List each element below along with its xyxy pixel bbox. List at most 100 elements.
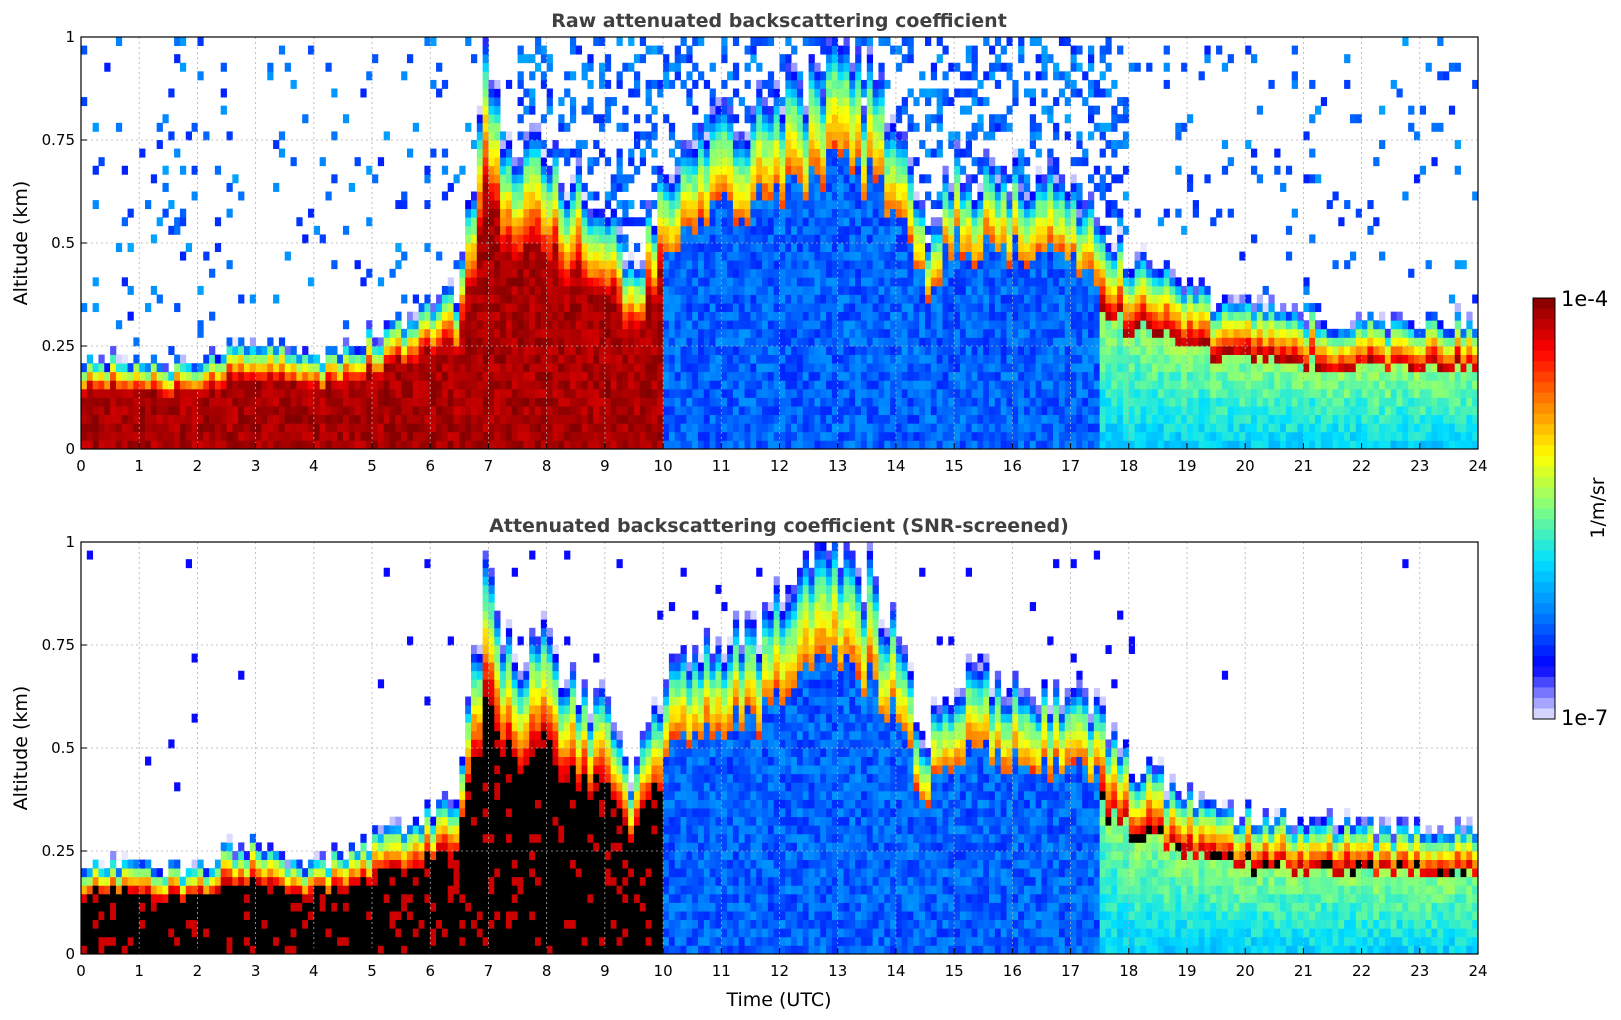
heatmap-cell (907, 431, 914, 441)
heatmap-cell (878, 71, 885, 81)
heatmap-cell (826, 268, 833, 278)
heatmap-cell (826, 260, 833, 270)
heatmap-cell (732, 303, 740, 313)
heatmap-cell (913, 191, 920, 201)
heatmap-cell (843, 397, 850, 407)
heatmap-cell (977, 268, 984, 278)
heatmap-cell (721, 277, 728, 287)
heatmap-cell (628, 268, 635, 278)
heatmap-cell (767, 414, 775, 424)
heatmap-cell (860, 88, 868, 98)
heatmap-cell (604, 371, 612, 381)
heatmap-cell (767, 208, 775, 218)
heatmap-cell (616, 122, 623, 132)
heatmap-cell (278, 406, 286, 416)
heatmap-cell (686, 208, 693, 218)
heatmap-cell (127, 423, 134, 433)
heatmap-cell (500, 303, 507, 313)
heatmap-cell (762, 165, 769, 175)
heatmap-cell (447, 277, 454, 287)
heatmap-cell (802, 200, 809, 210)
heatmap-cell (948, 234, 955, 244)
heatmap-cell (674, 388, 681, 398)
heatmap-cell (430, 37, 437, 46)
heatmap-cell (837, 148, 844, 158)
heatmap-cell (453, 354, 460, 364)
heatmap-cell (604, 251, 612, 261)
heatmap-cell (535, 174, 542, 184)
heatmap-cell (674, 337, 681, 347)
heatmap-cell (174, 303, 181, 313)
heatmap-cell (686, 320, 693, 330)
heatmap-cell (476, 225, 484, 235)
heatmap-cell (826, 406, 833, 416)
heatmap-cell (890, 346, 897, 355)
heatmap-cell (779, 131, 786, 141)
heatmap-cell (826, 225, 833, 235)
heatmap-cell (977, 311, 984, 321)
heatmap-cell (610, 182, 617, 192)
heatmap-cell (372, 423, 379, 433)
heatmap-cell (884, 260, 891, 270)
heatmap-cell (703, 268, 711, 278)
heatmap-cell (302, 346, 309, 355)
heatmap-cell (308, 277, 315, 287)
heatmap-cell (709, 88, 716, 98)
heatmap-cell (872, 174, 879, 184)
heatmap-cell (756, 440, 763, 449)
heatmap-cell (983, 217, 990, 227)
heatmap-cell (732, 225, 740, 235)
heatmap-cell (505, 208, 513, 218)
heatmap-cell (913, 277, 920, 287)
heatmap-cell (756, 363, 763, 373)
heatmap-cell (599, 217, 606, 227)
heatmap-cell (872, 225, 879, 235)
heatmap-cell (907, 217, 914, 227)
heatmap-cell (767, 320, 775, 330)
heatmap-cell (901, 406, 908, 416)
heatmap-cell (1018, 54, 1025, 64)
heatmap-cell (610, 251, 617, 261)
heatmap-cell (785, 71, 792, 81)
heatmap-cell (983, 320, 990, 330)
heatmap-cell (331, 354, 338, 364)
heatmap-cell (610, 337, 617, 347)
heatmap-cell (878, 88, 885, 98)
heatmap-cell (843, 268, 850, 278)
heatmap-cell (441, 440, 449, 449)
heatmap-cell (1023, 388, 1031, 398)
heatmap-cell (715, 423, 722, 433)
heatmap-cell (709, 97, 716, 107)
heatmap-cell (855, 285, 862, 295)
heatmap-cell (529, 371, 536, 381)
heatmap-cell (814, 354, 821, 364)
heatmap-cell (721, 165, 728, 175)
heatmap-cell (901, 440, 908, 449)
heatmap-cell (680, 234, 687, 244)
heatmap-cell (1018, 243, 1025, 252)
heatmap-cell (610, 423, 617, 433)
heatmap-cell (855, 45, 862, 55)
heatmap-cell (214, 423, 222, 433)
heatmap-cell (971, 285, 978, 295)
heatmap-cell (1018, 397, 1025, 407)
heatmap-cell (767, 88, 775, 98)
heatmap-cell (1006, 268, 1013, 278)
heatmap-cell (750, 423, 757, 433)
heatmap-cell (878, 440, 885, 449)
heatmap-cell (430, 380, 437, 390)
heatmap-cell (284, 388, 291, 398)
heatmap-cell (564, 337, 571, 347)
heatmap-cell (1035, 285, 1042, 295)
heatmap-cell (494, 406, 501, 416)
heatmap-cell (872, 423, 879, 433)
heatmap-cell (1023, 311, 1031, 321)
heatmap-cell (1041, 431, 1048, 441)
heatmap-cell (569, 328, 577, 338)
heatmap-cell (890, 431, 897, 441)
heatmap-cell (901, 225, 908, 235)
heatmap-cell (494, 423, 501, 433)
heatmap-cell (744, 320, 751, 330)
heatmap-cell (1000, 388, 1007, 398)
heatmap-cell (849, 148, 856, 158)
